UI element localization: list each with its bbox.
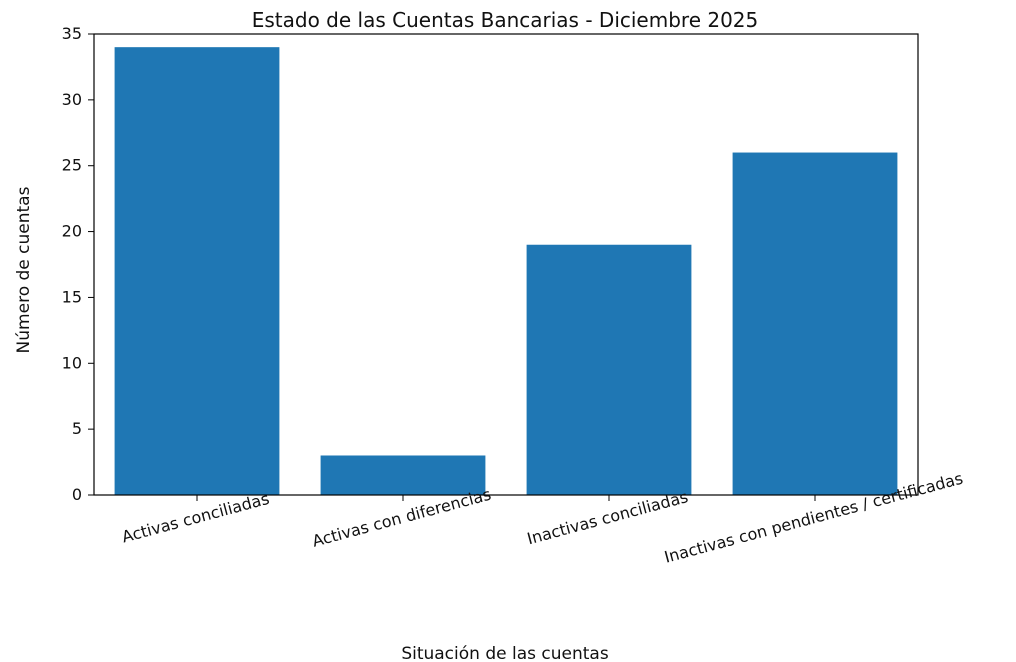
x-tick-label-0: Activas conciliadas bbox=[120, 489, 272, 547]
x-axis-label: Situación de las cuentas bbox=[401, 644, 609, 662]
y-tick-label-6: 30 bbox=[62, 90, 82, 109]
bar-0 bbox=[114, 47, 280, 496]
y-tick-label-5: 25 bbox=[62, 156, 82, 175]
y-tick-label-4: 20 bbox=[62, 222, 82, 241]
bar-3 bbox=[732, 152, 898, 496]
y-tick-label-1: 5 bbox=[72, 419, 82, 438]
y-tick-label-0: 0 bbox=[72, 485, 82, 504]
bar-1 bbox=[320, 455, 486, 495]
x-tick-label-2: Inactivas conciliadas bbox=[525, 487, 690, 548]
y-axis-label: Número de cuentas bbox=[14, 186, 34, 353]
chart-title: Estado de las Cuentas Bancarias - Diciem… bbox=[252, 8, 759, 32]
y-tick-label-2: 10 bbox=[62, 353, 82, 372]
plot-frame bbox=[93, 33, 919, 496]
bar-2 bbox=[526, 244, 692, 495]
y-tick-label-3: 15 bbox=[62, 287, 82, 306]
y-tick-label-7: 35 bbox=[62, 24, 82, 43]
